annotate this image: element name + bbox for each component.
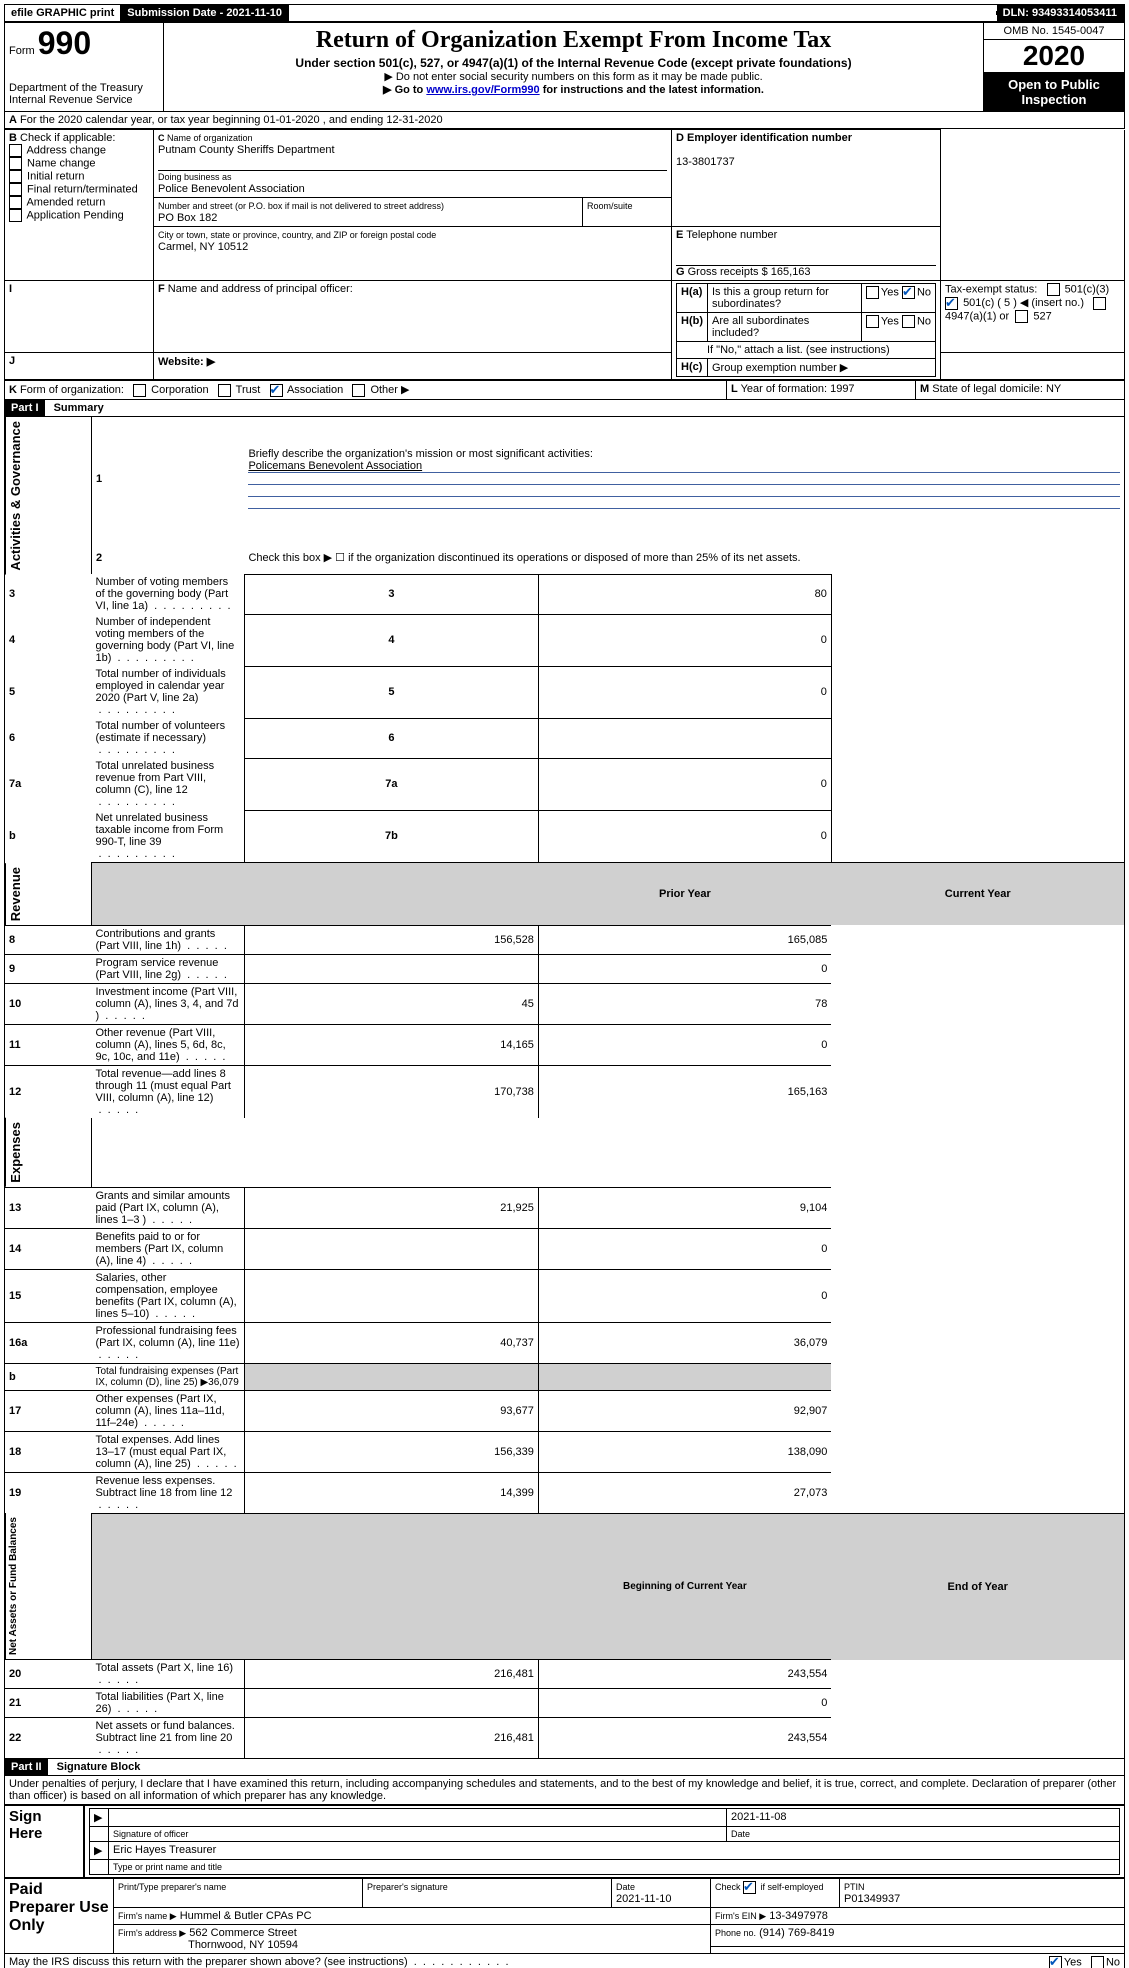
officer-name: Eric Hayes Treasurer: [109, 1842, 1120, 1860]
form990-link[interactable]: www.irs.gov/Form990: [426, 84, 539, 96]
b-checkbox[interactable]: [9, 209, 22, 222]
perjury-declaration: Under penalties of perjury, I declare th…: [4, 1776, 1125, 1805]
sign-here: Sign Here: [9, 1808, 42, 1842]
efile-label: efile GRAPHIC print: [5, 5, 121, 21]
discuss-irs: May the IRS discuss this return with the…: [9, 1956, 408, 1968]
k-checkbox[interactable]: [218, 384, 231, 397]
prep-date: 2021-11-10: [616, 1893, 671, 1905]
omb-number: OMB No. 1545-0047: [984, 23, 1124, 40]
501c3-checkbox[interactable]: [1047, 283, 1060, 296]
part2-title: Signature Block: [51, 1761, 141, 1773]
discuss-no-checkbox[interactable]: [1091, 1956, 1104, 1968]
4947-checkbox[interactable]: [1093, 297, 1106, 310]
line-2: Check this box ▶ ☐ if the organization d…: [244, 541, 1124, 574]
firm-addr2: Thornwood, NY 10594: [188, 1939, 298, 1951]
b-checkbox[interactable]: [9, 144, 22, 157]
submission-date: Submission Date - 2021-11-10: [121, 5, 289, 21]
top-bar: efile GRAPHIC print Submission Date - 20…: [4, 4, 1125, 22]
ha-yes-checkbox[interactable]: [866, 286, 879, 299]
dln: DLN: 93493314053411: [997, 5, 1124, 21]
firm-phone: (914) 769-8419: [759, 1927, 834, 1939]
instr-link: ▶ Go to www.irs.gov/Form990 for instruct…: [168, 83, 979, 96]
line-a: A For the 2020 calendar year, or tax yea…: [4, 112, 1125, 129]
firm-addr1: 562 Commerce Street: [189, 1927, 297, 1939]
part1-header: Part I: [5, 400, 45, 416]
irs-label: Internal Revenue Service: [9, 94, 159, 106]
domicile-state: NY: [1046, 383, 1061, 395]
org-name: Putnam County Sheriffs Department: [158, 144, 335, 156]
form-header: Form 990 Department of the Treasury Inte…: [4, 22, 1125, 112]
street-address: PO Box 182: [158, 212, 217, 224]
ptin: P01349937: [844, 1893, 900, 1905]
501c-checkbox[interactable]: [945, 297, 958, 310]
sig-date: 2021-11-08: [727, 1809, 1120, 1827]
k-checkbox[interactable]: [352, 384, 365, 397]
year-formation: 1997: [830, 383, 854, 395]
discuss-yes-checkbox[interactable]: [1049, 1956, 1062, 1968]
ein: 13-3801737: [676, 156, 735, 168]
b-label: Check if applicable:: [20, 132, 115, 144]
b-checkbox[interactable]: [9, 157, 22, 170]
b-checkbox[interactable]: [9, 170, 22, 183]
vlabel-revenue: Revenue: [5, 863, 25, 925]
tax-year: 2020: [984, 40, 1124, 73]
hb-no-checkbox[interactable]: [902, 315, 915, 328]
part1-title: Summary: [48, 402, 104, 414]
k-checkbox[interactable]: [270, 384, 283, 397]
gross-receipts: 165,163: [771, 266, 811, 278]
h-c: Group exemption number ▶: [708, 359, 936, 377]
b-checkbox[interactable]: [9, 183, 22, 196]
vlabel-governance: Activities & Governance: [5, 417, 25, 575]
firm-ein: 13-3497978: [769, 1910, 828, 1922]
hb-yes-checkbox[interactable]: [866, 315, 879, 328]
form-number: 990: [38, 25, 91, 61]
k-checkbox[interactable]: [133, 384, 146, 397]
b-checkbox[interactable]: [9, 196, 22, 209]
527-checkbox[interactable]: [1015, 310, 1028, 323]
form-title: Return of Organization Exempt From Incom…: [168, 27, 979, 54]
dba: Police Benevolent Association: [158, 183, 305, 195]
part2-header: Part II: [5, 1759, 48, 1775]
firm-name: Hummel & Butler CPAs PC: [180, 1910, 312, 1922]
h-a: Is this a group return for subordinates?: [708, 284, 862, 313]
h-b: Are all subordinates included?: [708, 313, 862, 342]
vlabel-net: Net Assets or Fund Balances: [5, 1513, 21, 1659]
vlabel-expenses: Expenses: [5, 1118, 25, 1187]
city-state-zip: Carmel, NY 10512: [158, 241, 248, 253]
subtitle-1: Under section 501(c), 527, or 4947(a)(1)…: [168, 56, 979, 70]
instr-ssn: Do not enter social security numbers on …: [168, 70, 979, 83]
h-b-note: If "No," attach a list. (see instruction…: [677, 342, 936, 359]
paid-preparer: Paid Preparer Use Only: [9, 1881, 109, 1934]
entity-block: B Check if applicable: Address change Na…: [4, 129, 1125, 380]
mission: Policemans Benevolent Association: [248, 460, 422, 472]
form-word: Form: [9, 45, 35, 57]
website-label: Website: ▶: [158, 356, 215, 368]
ha-no-checkbox[interactable]: [902, 286, 915, 299]
self-employed-checkbox[interactable]: [743, 1881, 756, 1894]
dept-treasury: Department of the Treasury: [9, 82, 159, 94]
open-inspection: Open to Public Inspection: [984, 73, 1124, 111]
